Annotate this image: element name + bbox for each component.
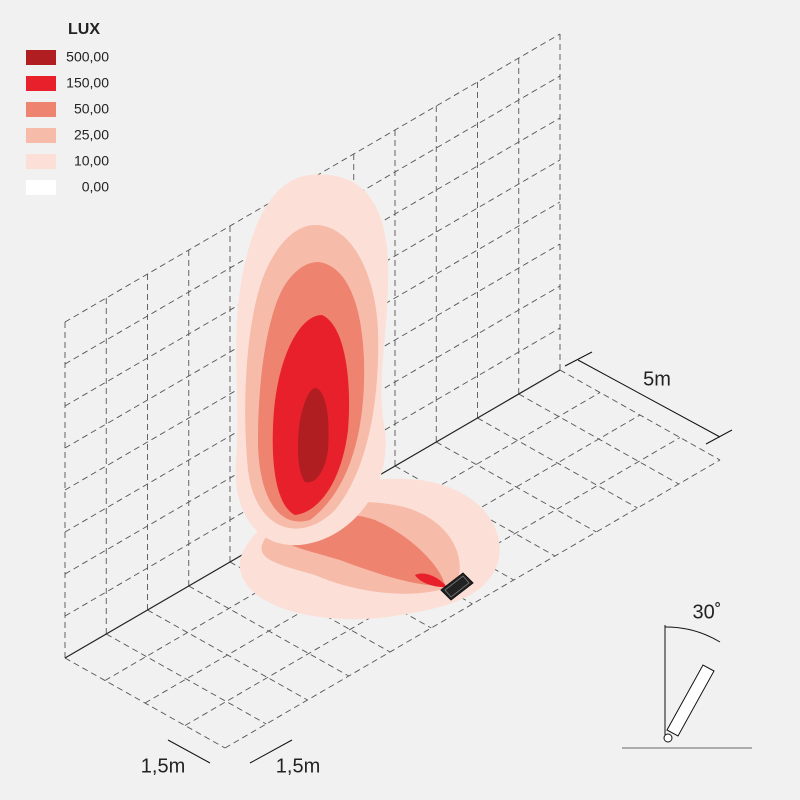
extension-line — [705, 429, 733, 445]
wall-grid-line — [64, 75, 561, 365]
wall-grid-line — [64, 159, 561, 449]
legend: 500,00 150,00 50,00 25,00 10,00 0,00 — [26, 49, 109, 195]
zone-500 — [297, 388, 329, 483]
fixture-pivot — [663, 733, 673, 743]
illuminance-zones — [235, 174, 500, 620]
angle-arc — [664, 626, 721, 643]
width-dimension — [249, 739, 293, 764]
wall-grid-line — [64, 33, 561, 323]
floor-grid-line — [144, 414, 641, 704]
floor-grid-line — [224, 459, 721, 749]
width-dimension — [167, 739, 211, 764]
depth-label: 5m — [643, 368, 671, 390]
legend-label: 150,00 — [66, 75, 109, 91]
legend-swatch — [26, 50, 56, 65]
zone-150 — [415, 573, 447, 588]
legend-title: LUX — [68, 21, 100, 38]
legend-label: 50,00 — [74, 101, 109, 117]
wall-grid-line — [64, 327, 561, 617]
wall-grid-line — [64, 117, 561, 407]
tilt-label: 30˚ — [693, 601, 722, 623]
legend-label: 10,00 — [74, 153, 109, 169]
legend-label: 500,00 — [66, 49, 109, 65]
luminaire-lens — [444, 575, 470, 598]
floor-grid-line — [436, 441, 597, 533]
floor-grid-line — [477, 417, 638, 509]
legend-swatch — [26, 154, 56, 169]
legend-swatch — [26, 180, 56, 195]
legend-swatch — [26, 102, 56, 117]
floor-grid-line — [184, 437, 681, 726]
legend-label: 25,00 — [74, 127, 109, 143]
extension-line — [564, 351, 593, 367]
legend-swatch — [26, 128, 56, 143]
legend-label: 0,00 — [82, 179, 109, 195]
wall-grid-line — [64, 201, 561, 491]
wall-grid-line — [64, 285, 561, 575]
dimension-lines — [167, 351, 752, 764]
floor-grid-line — [106, 633, 267, 725]
luminaire — [440, 572, 474, 601]
legend-swatch — [26, 76, 56, 91]
floor-grid-line — [104, 392, 601, 681]
width-label: 1,5m — [276, 755, 320, 777]
luminaire-body — [440, 572, 474, 601]
width-label: 1,5m — [141, 755, 185, 777]
wall-grid-line — [64, 243, 561, 533]
depth-dimension — [577, 359, 721, 438]
fixture-icon — [666, 664, 715, 737]
